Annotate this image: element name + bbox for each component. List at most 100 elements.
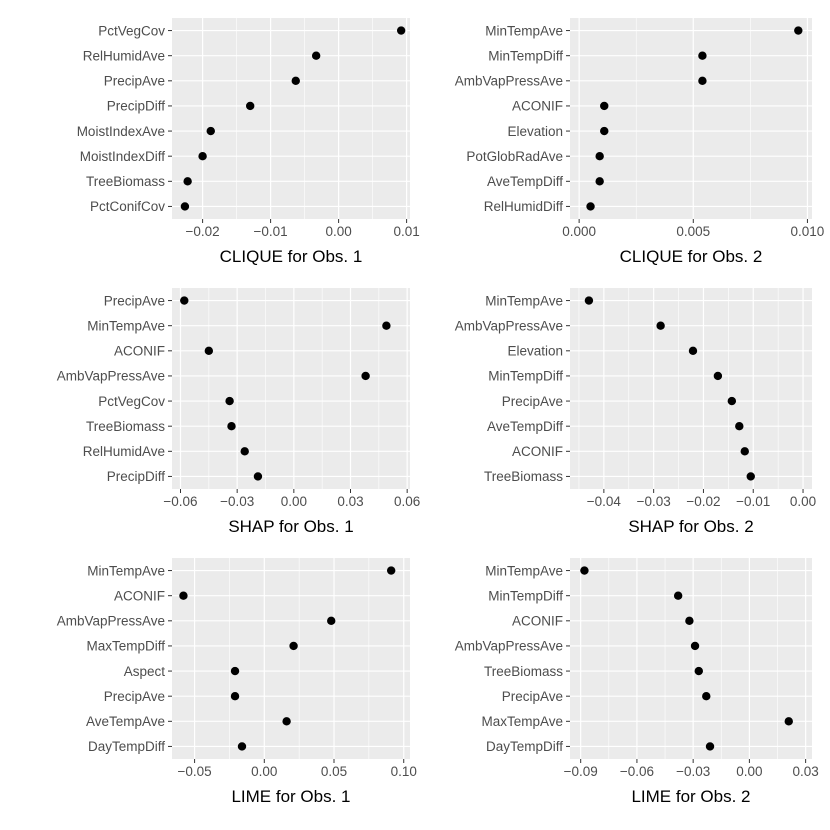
- x-tick-label: −0.02: [686, 494, 720, 509]
- data-point: [289, 641, 298, 651]
- feature-label: ACONIF: [512, 99, 563, 114]
- data-point: [735, 421, 744, 431]
- panel-background: [570, 558, 812, 759]
- panel-background: [172, 288, 410, 489]
- panel-background: [172, 18, 410, 219]
- feature-label: MinTempAve: [485, 23, 563, 38]
- data-point: [727, 396, 737, 406]
- x-axis-title: SHAP for Obs. 1: [228, 517, 353, 536]
- feature-label: TreeBiomass: [86, 419, 165, 434]
- data-point: [586, 202, 595, 211]
- chart-panel-1: −0.02 −0.01 0.00 0.01 PctVegCov RelHumidAve Pr…: [77, 18, 420, 266]
- x-tick-label: 0.03: [337, 494, 363, 509]
- feature-label: RelHumidAve: [83, 444, 165, 459]
- data-point: [198, 151, 207, 161]
- data-point: [584, 296, 594, 305]
- data-point: [595, 151, 604, 161]
- feature-label: PrecipAve: [104, 689, 165, 704]
- data-point: [361, 371, 370, 381]
- data-point: [784, 717, 793, 726]
- feature-label: RelHumidAve: [83, 48, 165, 63]
- x-tick-label: −0.02: [186, 224, 220, 239]
- data-point: [656, 321, 665, 330]
- data-point: [685, 616, 694, 626]
- x-axis-title: LIME for Obs. 2: [631, 787, 750, 806]
- feature-label: AmbVapPressAve: [57, 369, 165, 384]
- feature-label: MaxTempAve: [481, 714, 563, 729]
- data-point: [183, 177, 192, 186]
- x-tick-label: −0.06: [163, 494, 197, 509]
- feature-label: Aspect: [124, 664, 166, 679]
- feature-label: PctVegCov: [98, 394, 165, 409]
- feature-label: MinTempAve: [485, 293, 563, 308]
- data-point: [180, 296, 189, 305]
- feature-label: DayTempDiff: [88, 739, 165, 754]
- data-point: [237, 742, 247, 751]
- feature-label: AveTempDiff: [487, 419, 563, 434]
- data-point: [705, 742, 715, 751]
- x-tick-label: 0.00: [790, 494, 816, 509]
- chart-panel-5: −0.05 0.00 0.05 0.10 MinTempAve ACONIF AmbVapP…: [57, 558, 417, 806]
- data-point: [746, 472, 755, 481]
- feature-label: TreeBiomass: [484, 664, 563, 679]
- data-point: [206, 126, 215, 136]
- x-tick-label: 0.05: [321, 764, 347, 779]
- feature-label: MinTempDiff: [488, 48, 563, 63]
- panel-background: [570, 18, 812, 219]
- x-tick-label: −0.01: [254, 224, 288, 239]
- feature-label: Elevation: [507, 124, 563, 139]
- x-tick-label: −0.01: [736, 494, 770, 509]
- x-tick-label: 0.06: [394, 494, 420, 509]
- feature-label: PrecipDiff: [107, 469, 166, 484]
- feature-label: AveTempDiff: [487, 174, 563, 189]
- feature-label: AmbVapPressAve: [455, 74, 563, 89]
- data-point: [688, 346, 698, 356]
- x-tick-label: 0.00: [325, 224, 351, 239]
- feature-label: MaxTempDiff: [86, 639, 165, 654]
- data-point: [311, 51, 321, 60]
- data-point: [702, 691, 711, 701]
- feature-label: PrecipAve: [502, 689, 563, 704]
- x-tick-label: 0.00: [281, 494, 307, 509]
- data-point: [713, 371, 723, 381]
- feature-label: PotGlobRadAve: [466, 149, 563, 164]
- feature-label: PrecipAve: [104, 74, 165, 89]
- data-point: [694, 666, 703, 676]
- data-point: [690, 641, 700, 651]
- data-point: [382, 321, 391, 330]
- data-point: [230, 691, 240, 701]
- x-tick-label: −0.03: [637, 494, 671, 509]
- feature-label: PrecipAve: [104, 293, 165, 308]
- x-axis-title: SHAP for Obs. 2: [628, 517, 753, 536]
- x-tick-label: −0.03: [676, 764, 710, 779]
- x-tick-label: 0.10: [391, 764, 417, 779]
- feature-label: ACONIF: [114, 344, 165, 359]
- feature-label: AmbVapPressAve: [455, 318, 563, 333]
- data-point: [327, 616, 336, 626]
- chart-panel-3: −0.06 −0.03 0.00 0.03 0.06 PrecipAve MinTempAv…: [57, 288, 420, 536]
- feature-label: TreeBiomass: [86, 174, 165, 189]
- feature-label: AmbVapPressAve: [57, 614, 165, 629]
- panel-background: [570, 288, 812, 489]
- feature-label: ACONIF: [512, 614, 563, 629]
- feature-label: MoistIndexAve: [77, 124, 165, 139]
- x-axis-title: LIME for Obs. 1: [231, 787, 350, 806]
- feature-label: TreeBiomass: [484, 469, 563, 484]
- data-point: [179, 591, 188, 600]
- data-point: [794, 26, 803, 35]
- feature-label: PrecipDiff: [107, 99, 166, 114]
- data-point: [386, 566, 396, 575]
- x-tick-label: 0.010: [791, 224, 825, 239]
- x-tick-label: −0.05: [178, 764, 212, 779]
- feature-label: DayTempDiff: [486, 739, 563, 754]
- chart-panel-4: −0.04 −0.03 −0.02 −0.01 0.00 MinTempAve AmbVap…: [455, 288, 816, 536]
- feature-label: PctVegCov: [98, 23, 165, 38]
- x-tick-label: 0.005: [676, 224, 710, 239]
- feature-label: PrecipAve: [502, 394, 563, 409]
- data-point: [253, 472, 263, 481]
- data-point: [246, 101, 255, 111]
- x-tick-label: 0.01: [393, 224, 419, 239]
- data-point: [204, 346, 214, 356]
- feature-label: ACONIF: [512, 444, 563, 459]
- feature-label: RelHumidDiff: [484, 199, 564, 214]
